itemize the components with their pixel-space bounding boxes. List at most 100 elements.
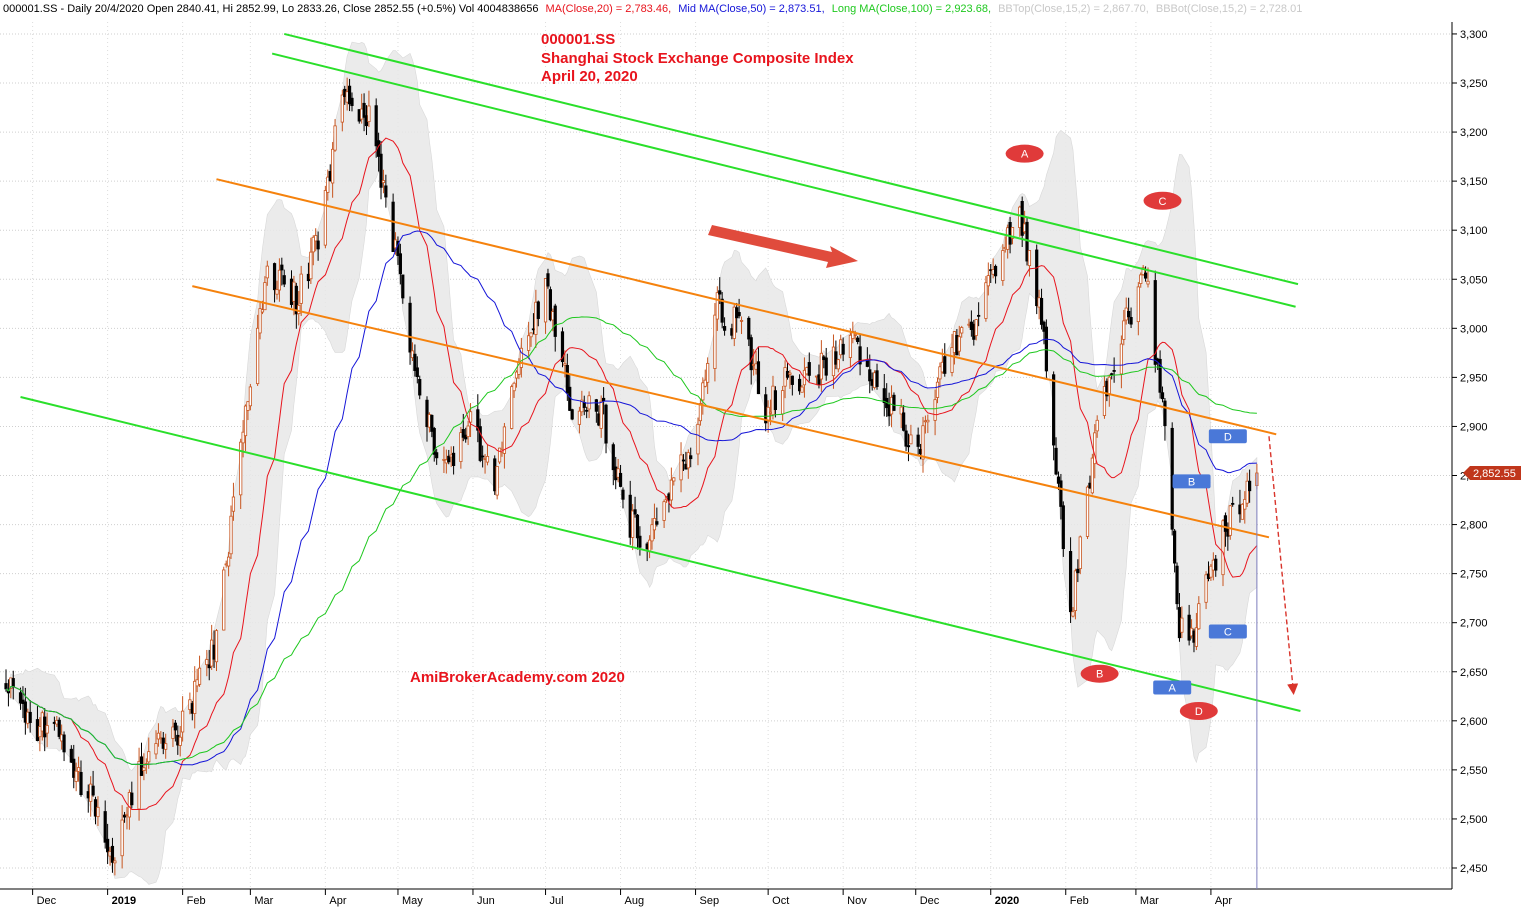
wave-marker-red-c: C bbox=[1143, 191, 1182, 210]
candle-up bbox=[381, 180, 386, 183]
candle-up bbox=[957, 336, 961, 352]
candle-up bbox=[181, 710, 185, 733]
candle-up bbox=[514, 371, 519, 379]
candle-up bbox=[1010, 227, 1015, 239]
candle-up bbox=[647, 539, 652, 553]
candle-up bbox=[715, 292, 719, 320]
candle-up bbox=[739, 319, 744, 322]
candle-down bbox=[993, 265, 998, 277]
candle-up bbox=[909, 434, 913, 445]
x-tick-label: Oct bbox=[772, 895, 789, 907]
x-tick-label: Apr bbox=[329, 895, 346, 907]
candle-down bbox=[432, 428, 436, 455]
candle-up bbox=[1071, 611, 1075, 617]
candle-up bbox=[1245, 480, 1249, 504]
candle-up bbox=[164, 743, 168, 750]
header-ma50: Mid MA(Close,50) = 2,873.51, bbox=[678, 3, 824, 15]
y-tick-label: 2,650 bbox=[1460, 667, 1488, 679]
candle-down bbox=[347, 85, 352, 105]
candle-up bbox=[672, 477, 676, 482]
candle-up bbox=[1095, 419, 1099, 432]
candle-down bbox=[374, 105, 378, 147]
candle-down bbox=[633, 509, 637, 515]
candle-up bbox=[171, 726, 175, 739]
candle-up bbox=[275, 289, 279, 295]
candle-down bbox=[977, 314, 981, 317]
candle-up bbox=[1073, 570, 1078, 611]
wave-marker-blue-a: A bbox=[1153, 680, 1192, 695]
candle-up bbox=[543, 278, 548, 323]
candle-up bbox=[1085, 486, 1090, 537]
candle-down bbox=[1214, 558, 1218, 571]
candle-down bbox=[1061, 505, 1065, 550]
candle-up bbox=[222, 569, 226, 631]
candle-down bbox=[69, 748, 73, 763]
candle-down bbox=[611, 444, 615, 471]
candle-down bbox=[91, 785, 95, 796]
header-ma100: Long MA(Close,100) = 2,923.68, bbox=[832, 3, 991, 15]
candle-up bbox=[248, 386, 252, 407]
candle-up bbox=[679, 454, 683, 481]
y-axis: 2,450 2,500 2,550 2,600 2,650 2,700 2,750 2,800… bbox=[1451, 22, 1488, 889]
projection-arrow bbox=[1268, 436, 1299, 695]
candle-down bbox=[882, 388, 886, 404]
candle-up bbox=[260, 309, 265, 313]
candle-up bbox=[459, 432, 463, 462]
candle-down bbox=[902, 412, 906, 431]
candle-up bbox=[154, 743, 158, 755]
candle-up bbox=[1078, 536, 1082, 570]
candle-up bbox=[703, 379, 707, 387]
candle-down bbox=[1110, 373, 1114, 376]
candle-down bbox=[568, 386, 572, 411]
candle-up bbox=[631, 510, 635, 538]
candle-up bbox=[650, 524, 654, 542]
wave-marker-label: B bbox=[1096, 669, 1103, 681]
candle-down bbox=[1163, 400, 1167, 427]
candle-up bbox=[265, 265, 269, 279]
candle-up bbox=[587, 395, 591, 410]
candle-down bbox=[280, 264, 284, 271]
candle-up bbox=[1090, 457, 1094, 494]
x-tick-label: Jul bbox=[550, 895, 564, 907]
candle-down bbox=[425, 399, 429, 428]
candle-up bbox=[781, 390, 785, 415]
candle-up bbox=[1102, 386, 1107, 416]
candle-up bbox=[701, 382, 705, 401]
candle-up bbox=[1194, 627, 1198, 647]
candle-up bbox=[1001, 250, 1005, 281]
moving-averages bbox=[5, 137, 1258, 810]
candle-up bbox=[231, 496, 236, 512]
x-tick-label: Feb bbox=[1070, 895, 1089, 907]
candle-down bbox=[582, 402, 586, 408]
green-channel-line bbox=[284, 32, 1299, 286]
y-tick-label: 2,800 bbox=[1460, 520, 1488, 532]
candle-up bbox=[519, 347, 523, 368]
candle-up bbox=[713, 314, 717, 369]
ma50-line bbox=[5, 230, 1257, 766]
candle-down bbox=[1153, 280, 1157, 365]
candle-down bbox=[594, 399, 598, 412]
candle-up bbox=[577, 410, 582, 425]
candle-up bbox=[468, 411, 473, 423]
candle-up bbox=[1146, 280, 1150, 285]
candle-up bbox=[333, 125, 337, 151]
candle-up bbox=[599, 400, 603, 429]
candle-up bbox=[986, 275, 990, 287]
candle-up bbox=[96, 806, 100, 818]
candle-up bbox=[197, 667, 202, 685]
candle-up bbox=[243, 405, 248, 437]
wave-marker-label: C bbox=[1159, 196, 1167, 208]
annotations: A C B D D B C A bbox=[708, 144, 1299, 889]
candle-down bbox=[570, 409, 574, 420]
candle-down bbox=[749, 337, 753, 371]
candle-down bbox=[130, 792, 134, 806]
candle-down bbox=[362, 102, 366, 118]
candle-up bbox=[1228, 505, 1232, 536]
candle-down bbox=[476, 409, 480, 431]
x-tick-label: Aug bbox=[625, 895, 645, 907]
candle-up bbox=[938, 366, 942, 380]
candle-up bbox=[933, 399, 937, 421]
candle-down bbox=[79, 771, 83, 796]
candle-up bbox=[1180, 617, 1184, 633]
candle-up bbox=[495, 465, 499, 496]
